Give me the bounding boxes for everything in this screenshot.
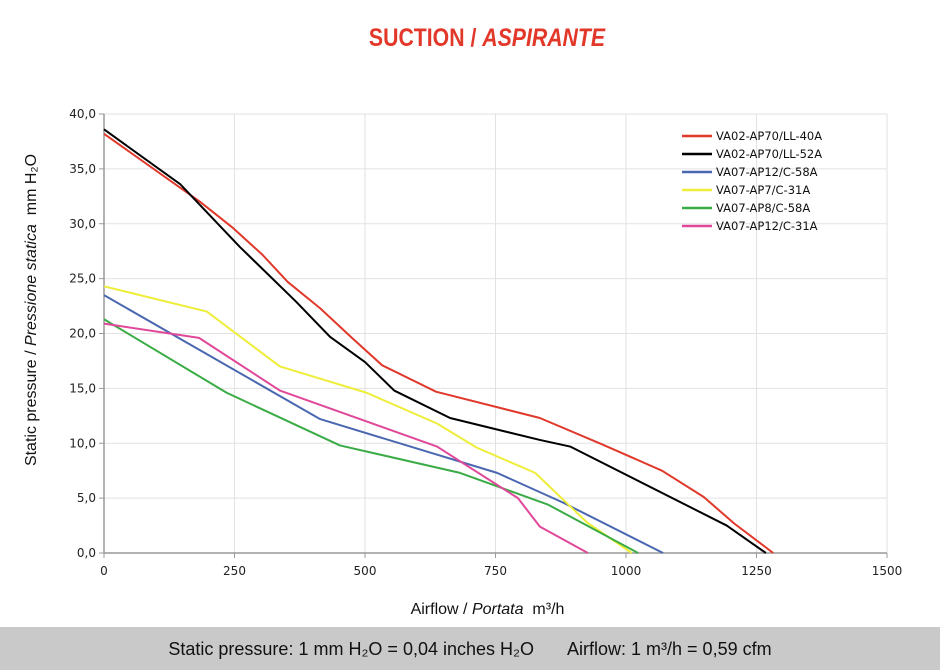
legend-label: VA07-AP12/C-58A xyxy=(716,165,818,179)
y-tick-label: 5,0 xyxy=(77,491,96,505)
x-tick-label: 500 xyxy=(354,564,377,578)
x-tick-label: 750 xyxy=(484,564,507,578)
x-tick-label: 0 xyxy=(100,564,108,578)
legend-label: VA02-AP70/LL-40A xyxy=(716,129,822,143)
airflow-conversion: Airflow: 1 m³/h = 0,59 cfm xyxy=(567,639,772,659)
y-tick-label: 0,0 xyxy=(77,546,96,560)
y-tick-label: 20,0 xyxy=(69,327,96,341)
series-line xyxy=(103,318,639,554)
legend-label: VA07-AP7/C-31A xyxy=(716,183,810,197)
series-line xyxy=(103,132,774,554)
series-line xyxy=(103,128,767,554)
chart-title: SUCTION / ASPIRANTE xyxy=(368,24,606,52)
x-axis-label: Airflow / Portata m³/h xyxy=(410,601,565,618)
x-tick-label: 1000 xyxy=(611,564,642,578)
y-axis-label: Static pressure / Pressione statica mm H… xyxy=(23,153,40,467)
legend-label: VA07-AP12/C-31A xyxy=(716,219,818,233)
conversion-footer: Static pressure: 1 mm H₂O = 0,04 inches … xyxy=(0,627,940,670)
legend-label: VA02-AP70/LL-52A xyxy=(716,147,822,161)
y-tick-label: 35,0 xyxy=(69,162,96,176)
x-tick-label: 250 xyxy=(223,564,246,578)
series-line xyxy=(103,285,633,554)
y-tick-label: 30,0 xyxy=(69,217,96,231)
legend-label: VA07-AP8/C-58A xyxy=(716,201,810,215)
y-tick-label: 10,0 xyxy=(69,436,96,450)
series-line xyxy=(103,322,589,554)
x-tick-label: 1500 xyxy=(872,564,903,578)
pressure-conversion: Static pressure: 1 mm H₂O = 0,04 inches … xyxy=(168,639,534,659)
x-tick-label: 1250 xyxy=(741,564,772,578)
y-tick-label: 15,0 xyxy=(69,381,96,395)
series-line xyxy=(103,294,664,554)
y-tick-label: 25,0 xyxy=(69,272,96,286)
y-tick-label: 40,0 xyxy=(69,107,96,121)
